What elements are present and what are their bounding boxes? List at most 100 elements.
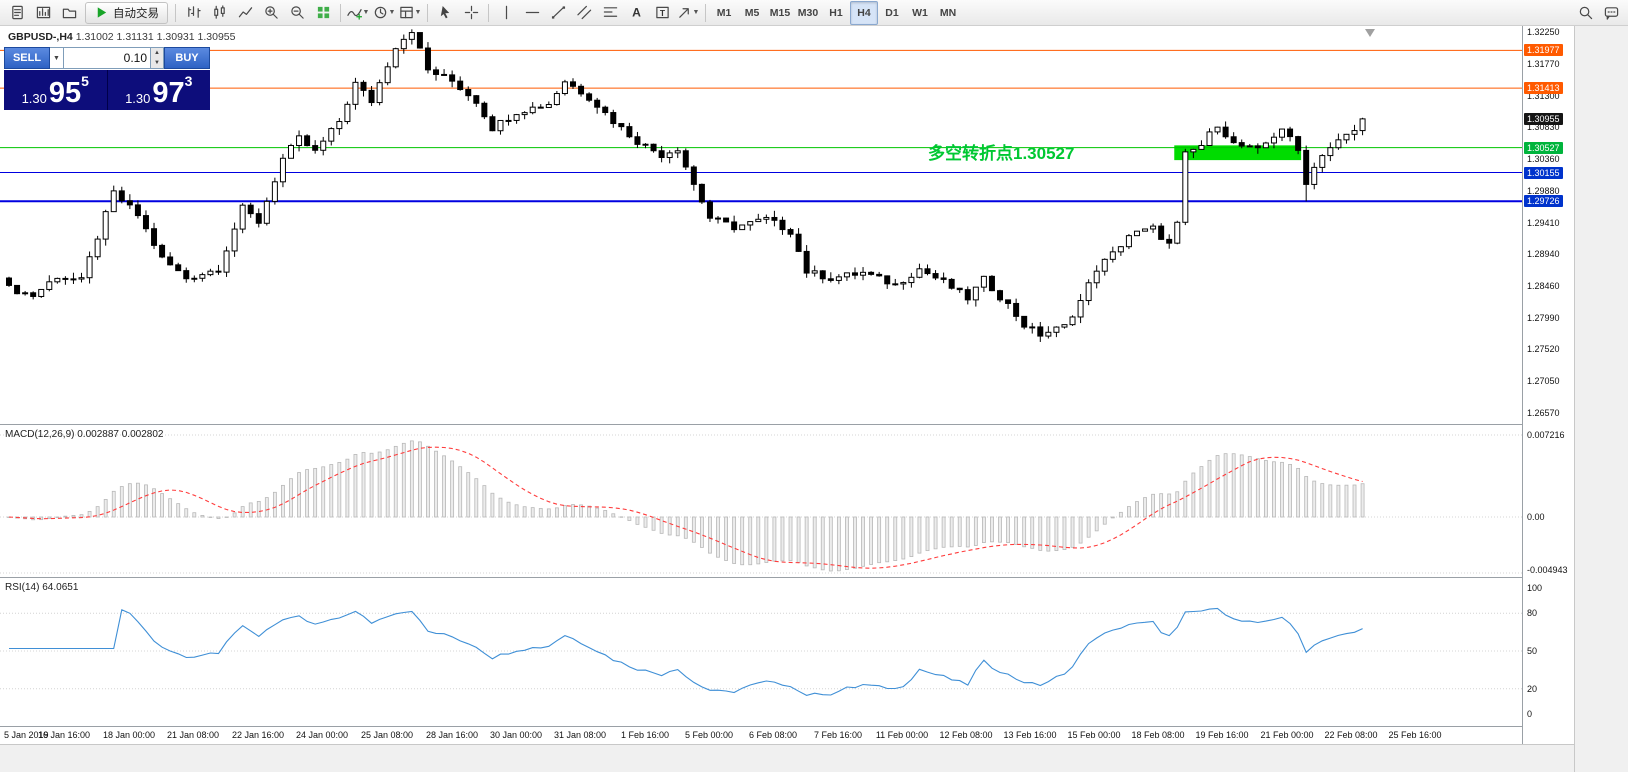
horizontal-line-button[interactable] (519, 1, 545, 25)
timeframe-button-mn[interactable]: MN (939, 6, 957, 19)
equidistant-channel-button[interactable] (571, 1, 597, 25)
pane-separator[interactable] (0, 424, 1574, 425)
zoom-out-button[interactable] (284, 1, 310, 25)
bar-chart-icon (187, 6, 201, 18)
lot-dropdown-button[interactable]: ▼ (50, 47, 64, 69)
timeframe-button-d1[interactable]: D1 (885, 6, 899, 19)
auto-trading-button[interactable]: 自动交易 (85, 1, 168, 24)
buy-price-big: 97 (152, 77, 185, 109)
lot-increase-button[interactable]: ▲ (151, 48, 163, 58)
timeframe-button-h4[interactable]: H4 (850, 0, 878, 25)
date-axis-tick: 7 Feb 16:00 (813, 730, 863, 740)
sell-price-prefix: 1.30 (21, 91, 47, 106)
auto-trading-play-icon (97, 7, 107, 18)
price-level-badge: 1.30155 (1524, 166, 1563, 179)
price-level-badge: 1.31977 (1524, 44, 1563, 57)
timeframe-button-w1[interactable]: W1 (912, 6, 928, 19)
timeframe-button-m5[interactable]: M5 (744, 6, 760, 19)
date-axis-tick: 12 Feb 08:00 (939, 730, 993, 740)
price-divider (106, 70, 108, 110)
cursor-button[interactable] (432, 1, 458, 25)
price-axis-tick: 1.29410 (1527, 217, 1560, 228)
buy-price-display[interactable]: 1.30 97 3 (108, 70, 211, 110)
templates-icon (399, 6, 413, 19)
indicator-axis-tick: 80 (1527, 608, 1538, 618)
auto-trading-label: 自动交易 (113, 7, 159, 20)
lot-decrease-button[interactable]: ▼ (151, 58, 163, 68)
zoom-in-icon (264, 6, 278, 19)
text-label-button[interactable]: T (649, 1, 675, 25)
tile-windows-button[interactable] (310, 1, 336, 25)
timeframe-button-m30[interactable]: M30 (797, 6, 819, 19)
indicators-button[interactable]: ▼ (345, 1, 371, 25)
sell-price-display[interactable]: 1.30 95 5 (4, 70, 107, 110)
svg-text:A: A (632, 6, 641, 20)
date-axis-tick: 25 Jan 08:00 (360, 730, 414, 740)
price-pane[interactable] (0, 26, 1522, 424)
bar-chart-button[interactable] (180, 1, 206, 25)
indicator-axis-tick: -0.004943 (1527, 565, 1568, 575)
lot-size-input[interactable]: 0.10 (64, 47, 151, 69)
indicator-axis-tick: 0.007216 (1527, 430, 1565, 440)
sell-price-big: 95 (48, 77, 82, 109)
date-axis-tick: 1 Feb 16:00 (620, 730, 670, 740)
periods-icon (374, 6, 386, 19)
price-axis-tick: 1.27520 (1527, 344, 1560, 355)
text-label-icon: T (655, 6, 669, 19)
indicator-axis-tick: 50 (1527, 646, 1538, 656)
timeframe-button-m1[interactable]: M1 (716, 6, 732, 19)
dropdown-caret-icon: ▼ (414, 9, 422, 16)
indicators-icon (346, 9, 362, 20)
chart-shift-marker (1365, 29, 1375, 37)
trendline-button[interactable] (545, 1, 571, 25)
indicator-axis-tick: 100 (1527, 583, 1543, 593)
date-axis-tick: 6 Feb 08:00 (748, 730, 798, 740)
highlight-rectangle (1174, 145, 1302, 161)
line-chart-button[interactable] (232, 1, 258, 25)
price-axis-tick: 1.30830 (1527, 122, 1560, 133)
crosshair-icon (464, 5, 478, 20)
sell-button[interactable]: SELL (4, 47, 50, 69)
dropdown-caret-icon: ▼ (388, 9, 396, 16)
pane-separator[interactable] (0, 577, 1574, 578)
horizontal-line-icon (525, 11, 539, 14)
date-axis[interactable]: 5 Jan 2019 16 Jan 16:00 18 Jan 00:00 21 Jan… (0, 727, 1522, 744)
timeframe-button-h1[interactable]: H1 (829, 6, 843, 19)
date-axis-tick: 28 Jan 16:00 (425, 730, 479, 740)
zoom-in-button[interactable] (258, 1, 284, 25)
arrow-shapes-button[interactable]: ▼ (675, 1, 701, 25)
toolbar-separator (427, 3, 428, 22)
macd-pane[interactable] (0, 425, 1522, 577)
templates-button[interactable]: ▼ (397, 1, 423, 25)
chart-symbol: GBPUSD-,H4 (8, 31, 73, 43)
toolbar-right-group (1572, 1, 1624, 25)
text-button[interactable]: A (623, 1, 649, 25)
rsi-pane[interactable] (0, 578, 1522, 726)
trendline-icon (551, 6, 565, 19)
search-button[interactable] (1572, 1, 1598, 25)
pane-separator (0, 726, 1574, 727)
vertical-line-button[interactable] (493, 1, 519, 25)
new-chart-button[interactable] (30, 1, 56, 25)
profiles-button[interactable] (56, 1, 82, 25)
price-level-badge: 1.31413 (1524, 82, 1563, 95)
crosshair-button[interactable] (458, 1, 484, 25)
assistant-button[interactable] (1598, 1, 1624, 25)
date-axis-tick: 5 Jan 2019 (4, 730, 49, 740)
fibonacci-button[interactable] (597, 1, 623, 25)
periods-button[interactable]: ▼ (371, 1, 397, 25)
svg-text:T: T (659, 8, 665, 18)
search-icon (1579, 6, 1592, 20)
date-axis-tick: 24 Jan 00:00 (295, 730, 349, 740)
timeframe-button-m15[interactable]: M15 (769, 6, 791, 19)
macd-histogram (7, 440, 1365, 572)
price-axis-tick: 1.28940 (1527, 249, 1560, 260)
price-axis[interactable]: 1.32250 1.31770 1.31300 1.30830 1.30360 1.298… (1522, 26, 1574, 744)
new-order-button[interactable] (4, 1, 30, 25)
date-axis-tick: 31 Jan 08:00 (553, 730, 607, 740)
fibonacci-icon (603, 7, 617, 17)
date-axis-tick: 5 Feb 00:00 (684, 730, 734, 740)
candlestick-chart-button[interactable] (206, 1, 232, 25)
profiles-icon (62, 8, 76, 19)
buy-button[interactable]: BUY (164, 47, 210, 69)
